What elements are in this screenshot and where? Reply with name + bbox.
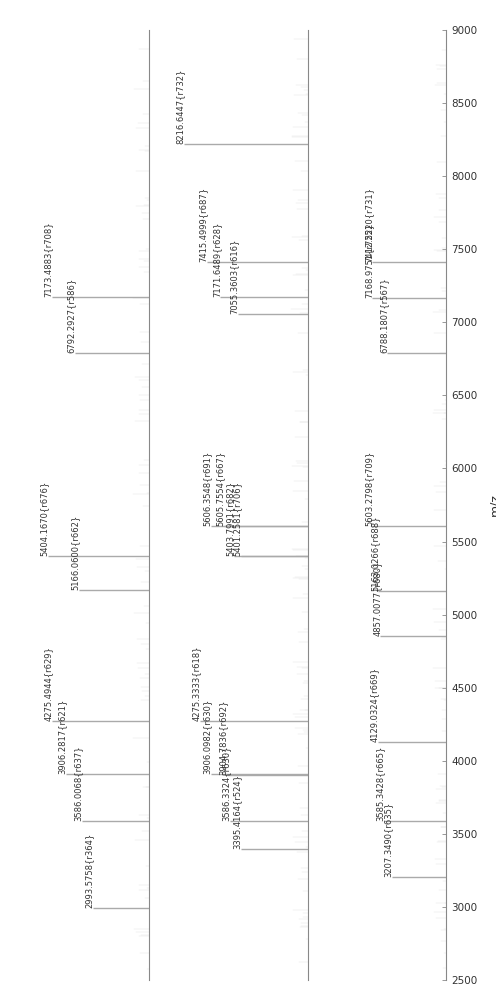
Text: 5403.7991{r682}: 5403.7991{r682} [225,480,234,556]
Text: 3585.3428{r665}: 3585.3428{r665} [376,746,385,821]
Text: 3395.4164{r524}: 3395.4164{r524} [232,774,241,849]
Text: 3207.3490{r635}: 3207.3490{r635} [384,801,393,877]
Text: 2993.5758{r364}: 2993.5758{r364} [84,833,93,908]
Text: 8216.6447{r732}: 8216.6447{r732} [176,69,185,144]
Y-axis label: m/z: m/z [489,494,496,516]
Text: 5606.3548{r691}: 5606.3548{r691} [202,451,212,526]
Text: 6788.1807{r567}: 6788.1807{r567} [379,278,388,353]
Text: 7412.5220{r731}: 7412.5220{r731} [365,187,373,262]
Text: 7415.4999{r687}: 7415.4999{r687} [198,186,207,262]
Text: 3586.3324{r630}: 3586.3324{r630} [221,746,230,821]
Text: 7055.3603{r616}: 7055.3603{r616} [229,239,239,314]
Text: 5605.7554{r667}: 5605.7554{r667} [216,451,225,526]
Text: 3586.0068{r637}: 3586.0068{r637} [73,746,82,821]
Text: 4857.0077{r680}: 4857.0077{r680} [372,560,381,636]
Text: 4129.0324{r669}: 4129.0324{r669} [370,667,379,742]
Text: 7171.6489{r628}: 7171.6489{r628} [212,222,221,297]
Text: 4275.3333{r618}: 4275.3333{r618} [192,645,201,721]
Text: 4275.4944{r629}: 4275.4944{r629} [44,646,53,721]
Text: 7173.4883{r708}: 7173.4883{r708} [44,221,53,297]
Text: 6792.2927{r586}: 6792.2927{r586} [66,277,75,353]
Text: 7168.9751{r725}: 7168.9751{r725} [365,222,373,298]
Text: 5401.2581{r706}: 5401.2581{r706} [232,481,241,556]
Text: 3904.7836{r692}: 3904.7836{r692} [219,699,228,775]
Text: 3906.2817{r621}: 3906.2817{r621} [57,699,66,774]
Text: 5166.0600{r662}: 5166.0600{r662} [70,515,80,590]
Text: 5163.0266{r688}: 5163.0266{r688} [370,515,379,591]
Text: 3906.0982{r630}: 3906.0982{r630} [202,699,212,774]
Text: 5404.1670{r676}: 5404.1670{r676} [40,480,49,556]
Text: 5603.2798{r709}: 5603.2798{r709} [365,451,373,526]
